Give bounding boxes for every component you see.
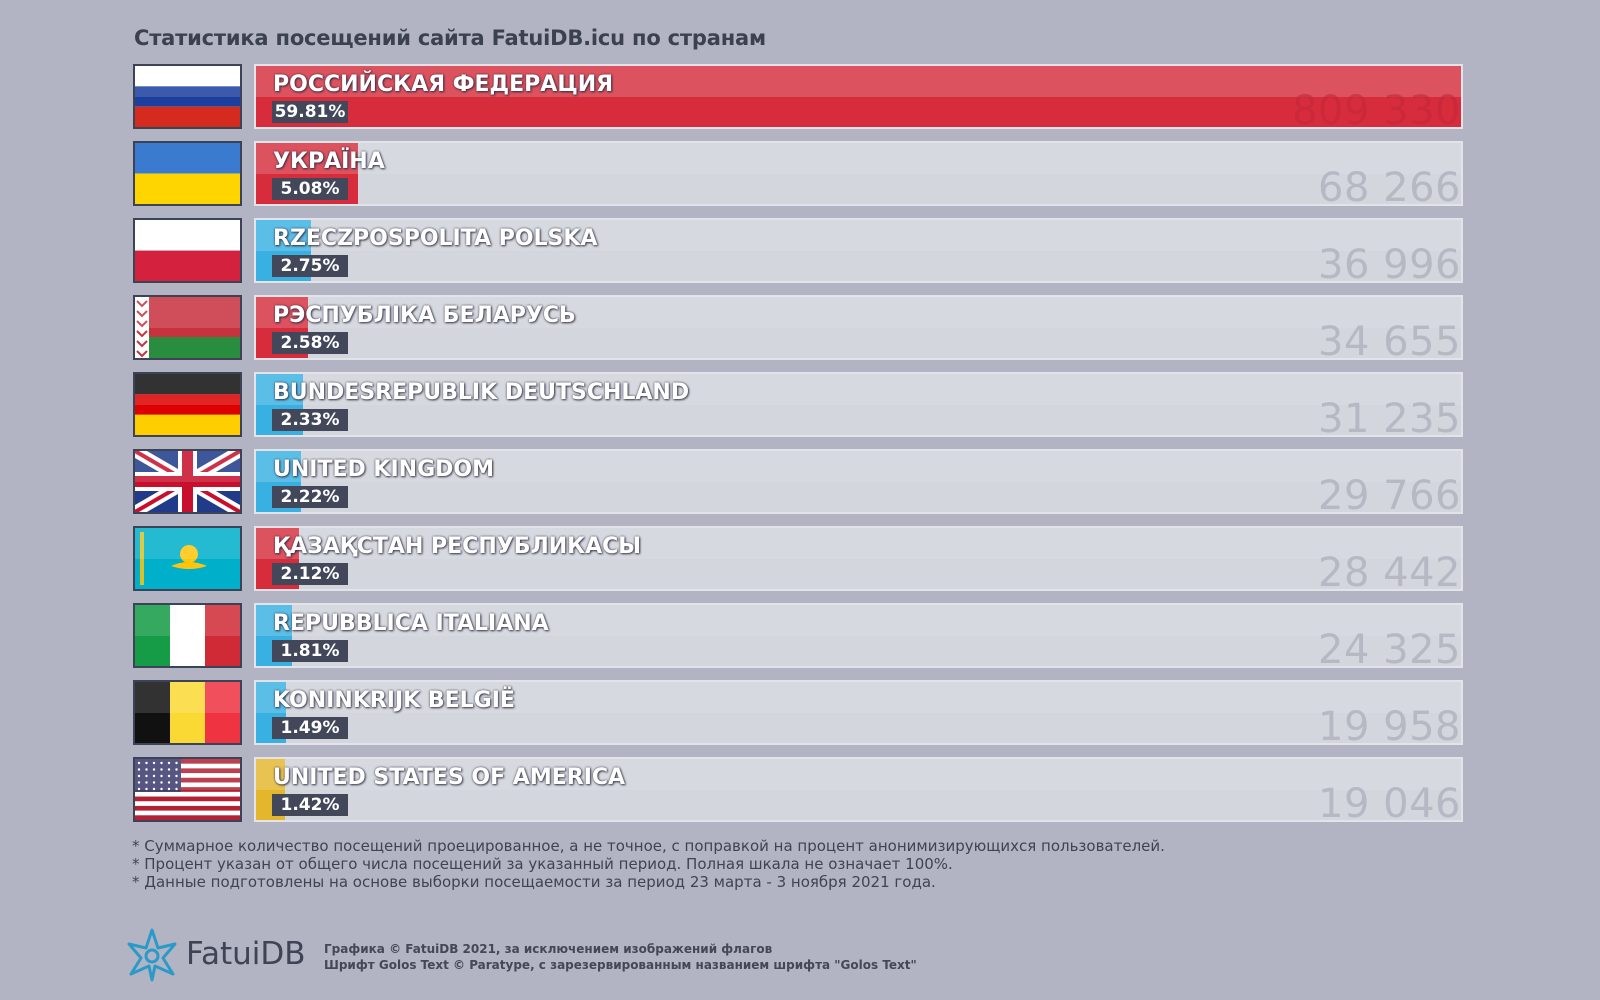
visits-count: 36 996 <box>1318 242 1461 283</box>
visits-count: 19 958 <box>1318 704 1461 745</box>
percent-label: 2.75% <box>272 255 348 277</box>
country-name: BUNDESREPUBLIK DEUTSCHLAND <box>273 380 690 405</box>
footnote: * Процент указан от общего числа посещен… <box>132 855 953 873</box>
bar-track: 68 266 <box>254 141 1463 206</box>
bar-track: 34 655 <box>254 295 1463 360</box>
chart-row: 68 266 УКРАЇНА 5.08% <box>133 141 1463 206</box>
country-name: RZECZPOSPOLITA POLSKA <box>273 226 598 251</box>
percent-label: 1.42% <box>272 794 348 816</box>
percent-label: 2.58% <box>272 332 348 354</box>
credit-line: Шрифт Golos Text © Paratype, с зарезерви… <box>324 958 917 972</box>
belgium-flag-icon <box>133 680 242 745</box>
bar-track: 29 766 <box>254 449 1463 514</box>
chart-row: 29 766 UNITED KINGDOM 2.22% <box>133 449 1463 514</box>
visits-count: 68 266 <box>1318 165 1461 206</box>
credits: Графика © FatuiDB 2021, за исключением и… <box>324 941 917 973</box>
uk-flag-icon <box>133 449 242 514</box>
brand-name: FatuiDB <box>186 936 306 972</box>
country-name: UNITED KINGDOM <box>273 457 494 482</box>
russia-flag-icon <box>133 64 242 129</box>
chart-row: 19 958 KONINKRIJK BELGIË 1.49% <box>133 680 1463 745</box>
bar-track: 809 330 <box>254 64 1463 129</box>
percent-label: 59.81% <box>272 101 348 123</box>
visits-count: 28 442 <box>1318 550 1461 591</box>
chart-row: 36 996 RZECZPOSPOLITA POLSKA 2.75% <box>133 218 1463 283</box>
visits-count: 809 330 <box>1292 88 1461 129</box>
chart-row: 34 655 РЭСПУБЛІКА БЕЛАРУСЬ 2.58% <box>133 295 1463 360</box>
bar-track: 36 996 <box>254 218 1463 283</box>
visits-count: 24 325 <box>1318 627 1461 668</box>
percent-label: 2.33% <box>272 409 348 431</box>
germany-flag-icon <box>133 372 242 437</box>
country-name: УКРАЇНА <box>273 149 385 174</box>
credit-line: Графика © FatuiDB 2021, за исключением и… <box>324 942 773 956</box>
usa-flag-icon <box>133 757 242 822</box>
chart-row: 809 330 РОССИЙСКАЯ ФЕДЕРАЦИЯ 59.81% <box>133 64 1463 129</box>
fatuidb-logo-icon <box>127 928 177 982</box>
belarus-flag-icon <box>133 295 242 360</box>
bar-track: 19 958 <box>254 680 1463 745</box>
bar-track: 31 235 <box>254 372 1463 437</box>
country-name: РОССИЙСКАЯ ФЕДЕРАЦИЯ <box>273 72 614 97</box>
visits-count: 19 046 <box>1318 781 1461 822</box>
percent-label: 2.22% <box>272 486 348 508</box>
percent-label: 2.12% <box>272 563 348 585</box>
percent-label: 1.49% <box>272 717 348 739</box>
chart-row: 24 325 REPUBBLICA ITALIANA 1.81% <box>133 603 1463 668</box>
italy-flag-icon <box>133 603 242 668</box>
ukraine-flag-icon <box>133 141 242 206</box>
poland-flag-icon <box>133 218 242 283</box>
page-title: Статистика посещений сайта FatuiDB.icu п… <box>134 26 766 50</box>
chart-row: 28 442 ҚАЗАҚСТАН РЕСПУБЛИКАСЫ 2.12% <box>133 526 1463 591</box>
bar-track: 28 442 <box>254 526 1463 591</box>
country-name: REPUBBLICA ITALIANA <box>273 611 549 636</box>
visits-count: 31 235 <box>1318 396 1461 437</box>
bar <box>256 759 285 820</box>
bar-track: 19 046 <box>254 757 1463 822</box>
footnotes: * Суммарное количество посещений проецир… <box>132 837 1165 891</box>
country-name: UNITED STATES OF AMERICA <box>273 765 626 790</box>
country-name: РЭСПУБЛІКА БЕЛАРУСЬ <box>273 303 576 328</box>
chart-row: 31 235 BUNDESREPUBLIK DEUTSCHLAND 2.33% <box>133 372 1463 437</box>
country-name: ҚАЗАҚСТАН РЕСПУБЛИКАСЫ <box>273 534 642 559</box>
visits-count: 29 766 <box>1318 473 1461 514</box>
footnote: * Данные подготовлены на основе выборки … <box>132 873 936 891</box>
bar <box>256 66 1461 127</box>
bar-track: 24 325 <box>254 603 1463 668</box>
kazakhstan-flag-icon <box>133 526 242 591</box>
country-name: KONINKRIJK BELGIË <box>273 688 515 713</box>
chart-row: 19 046 UNITED STATES OF AMERICA 1.42% <box>133 757 1463 822</box>
visits-count: 34 655 <box>1318 319 1461 360</box>
footnote: * Суммарное количество посещений проецир… <box>132 837 1165 855</box>
percent-label: 5.08% <box>272 178 348 200</box>
percent-label: 1.81% <box>272 640 348 662</box>
